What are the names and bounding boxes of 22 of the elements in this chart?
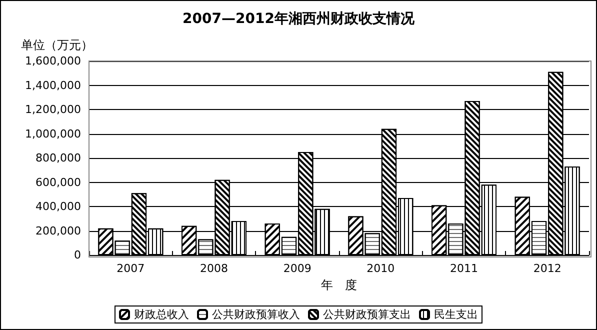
- legend-label: 财政总收入: [134, 308, 189, 321]
- x-tick-label: 2012: [533, 262, 562, 275]
- x-tick-label: 2009: [283, 262, 312, 275]
- y-tick-label: 800,000: [36, 152, 81, 164]
- x-axis-title: 年 度: [321, 278, 357, 292]
- y-tick-label: 200,000: [36, 224, 81, 238]
- x-tick-label: 2010: [366, 262, 395, 275]
- y-tick-label: 0: [74, 248, 81, 262]
- legend-label: 民生支出: [434, 308, 478, 321]
- legend-label: 公共财政预算支出: [323, 308, 411, 321]
- y-tick-label: 1,000,000: [25, 127, 81, 140]
- x-tick-label: 2007: [116, 262, 145, 275]
- y-tick-label: 1,400,000: [25, 78, 81, 92]
- y-tick-label: 1,600,000: [25, 54, 81, 68]
- y-tick-label: 400,000: [36, 200, 81, 213]
- y-tick-label: 1,200,000: [25, 103, 81, 116]
- y-tick-label: 600,000: [36, 176, 81, 189]
- y-axis-title: 单位（万元）: [21, 38, 93, 52]
- x-tick-label: 2011: [450, 262, 478, 275]
- chart-title: 2007—2012年湘西州财政收支情况: [182, 11, 416, 27]
- legend-label: 公共财政预算收入: [212, 308, 300, 321]
- x-tick-label: 2008: [200, 262, 228, 275]
